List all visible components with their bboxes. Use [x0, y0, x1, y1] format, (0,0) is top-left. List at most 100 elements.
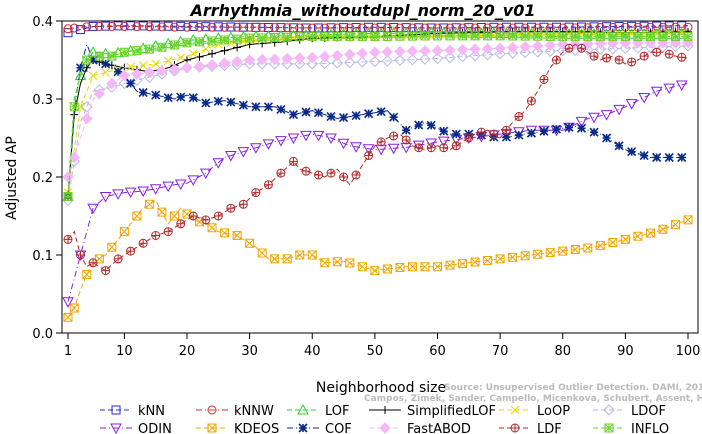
data-point — [144, 22, 154, 32]
legend-label: LDF — [537, 422, 562, 434]
data-point — [432, 31, 442, 41]
data-point — [313, 108, 324, 118]
data-point — [495, 31, 505, 41]
data-point — [218, 57, 231, 69]
data-point — [381, 55, 394, 67]
data-point — [119, 47, 129, 57]
watermark-line-1: Source: Unsupervised Outlier Detection. … — [444, 383, 702, 393]
data-point — [163, 56, 173, 66]
legend: kNN kNNW LOF SimplifiedLOF LoOP LDOF ODIN KDEOS… — [100, 403, 669, 434]
data-point — [357, 23, 367, 33]
data-point — [263, 102, 273, 112]
data-point — [588, 112, 600, 124]
data-point — [151, 90, 161, 100]
data-point — [306, 51, 318, 64]
data-point — [188, 22, 198, 32]
legend-swatch-marker — [381, 406, 389, 414]
data-point — [163, 93, 173, 103]
data-point — [238, 100, 248, 110]
data-point — [526, 22, 536, 32]
data-point — [107, 21, 117, 31]
y-axis-label: Adjusted AP — [4, 136, 20, 220]
data-point — [551, 22, 561, 32]
data-point — [545, 31, 555, 41]
data-point — [539, 22, 549, 32]
chart-title: Arrhythmia_withoutdupl_norm_20_v01 — [189, 1, 536, 20]
data-point — [326, 168, 336, 178]
data-point — [670, 32, 680, 42]
data-point — [176, 92, 186, 102]
data-point — [494, 48, 506, 60]
data-point — [132, 46, 142, 56]
y-tick-label: 0.2 — [32, 171, 53, 186]
data-point — [201, 44, 211, 54]
legend-item: LDOF — [593, 404, 666, 419]
data-point — [76, 25, 86, 35]
data-point — [476, 22, 486, 32]
data-point — [470, 257, 480, 267]
data-point — [93, 88, 106, 100]
data-point — [332, 257, 342, 267]
data-point — [245, 238, 255, 248]
data-point — [138, 238, 148, 248]
data-point — [425, 138, 438, 150]
data-point — [375, 144, 387, 156]
data-point — [149, 184, 162, 195]
data-point — [495, 254, 505, 264]
data-point — [345, 32, 355, 42]
data-point — [607, 43, 619, 55]
data-point — [531, 40, 544, 52]
data-point — [351, 170, 361, 180]
data-point — [419, 45, 431, 57]
legend-label: FastABOD — [407, 422, 471, 434]
legend-label: INFLO — [631, 422, 669, 434]
data-point — [270, 254, 280, 264]
x-tick-label: 1 — [64, 344, 72, 359]
legend-label: kNNW — [234, 404, 274, 419]
data-point — [174, 179, 187, 191]
data-point — [82, 270, 92, 279]
data-point — [268, 58, 281, 70]
series-line — [67, 25, 689, 34]
data-point — [645, 228, 655, 238]
data-point — [226, 203, 236, 213]
data-point — [557, 44, 569, 57]
data-point — [489, 129, 499, 139]
data-point — [381, 46, 394, 58]
data-point — [444, 44, 456, 56]
data-point — [262, 139, 275, 150]
data-point — [201, 215, 211, 225]
data-point — [182, 38, 192, 48]
data-point — [638, 92, 651, 104]
data-point — [281, 52, 293, 65]
data-point — [207, 36, 217, 46]
data-point — [276, 104, 286, 114]
data-point — [213, 96, 223, 106]
data-point — [558, 32, 568, 42]
data-point — [431, 52, 444, 65]
data-point — [301, 107, 311, 117]
legend-label: kNN — [138, 404, 165, 419]
data-point — [344, 48, 356, 61]
data-point — [163, 21, 173, 31]
data-point — [570, 32, 580, 42]
data-point — [82, 22, 92, 32]
data-point — [602, 53, 612, 63]
data-point — [331, 57, 344, 69]
data-point — [508, 31, 518, 41]
data-point — [232, 34, 242, 44]
data-point — [143, 71, 156, 83]
data-point — [270, 23, 280, 33]
data-point — [608, 32, 618, 42]
data-point — [551, 124, 562, 134]
data-point — [137, 186, 150, 198]
data-point — [232, 231, 242, 240]
data-point — [106, 77, 118, 90]
data-point — [489, 22, 499, 32]
data-point — [119, 21, 129, 31]
data-point — [113, 254, 123, 264]
data-point — [407, 31, 417, 41]
data-point — [101, 68, 110, 77]
legend-label: ODIN — [138, 422, 172, 434]
data-point — [683, 32, 693, 42]
